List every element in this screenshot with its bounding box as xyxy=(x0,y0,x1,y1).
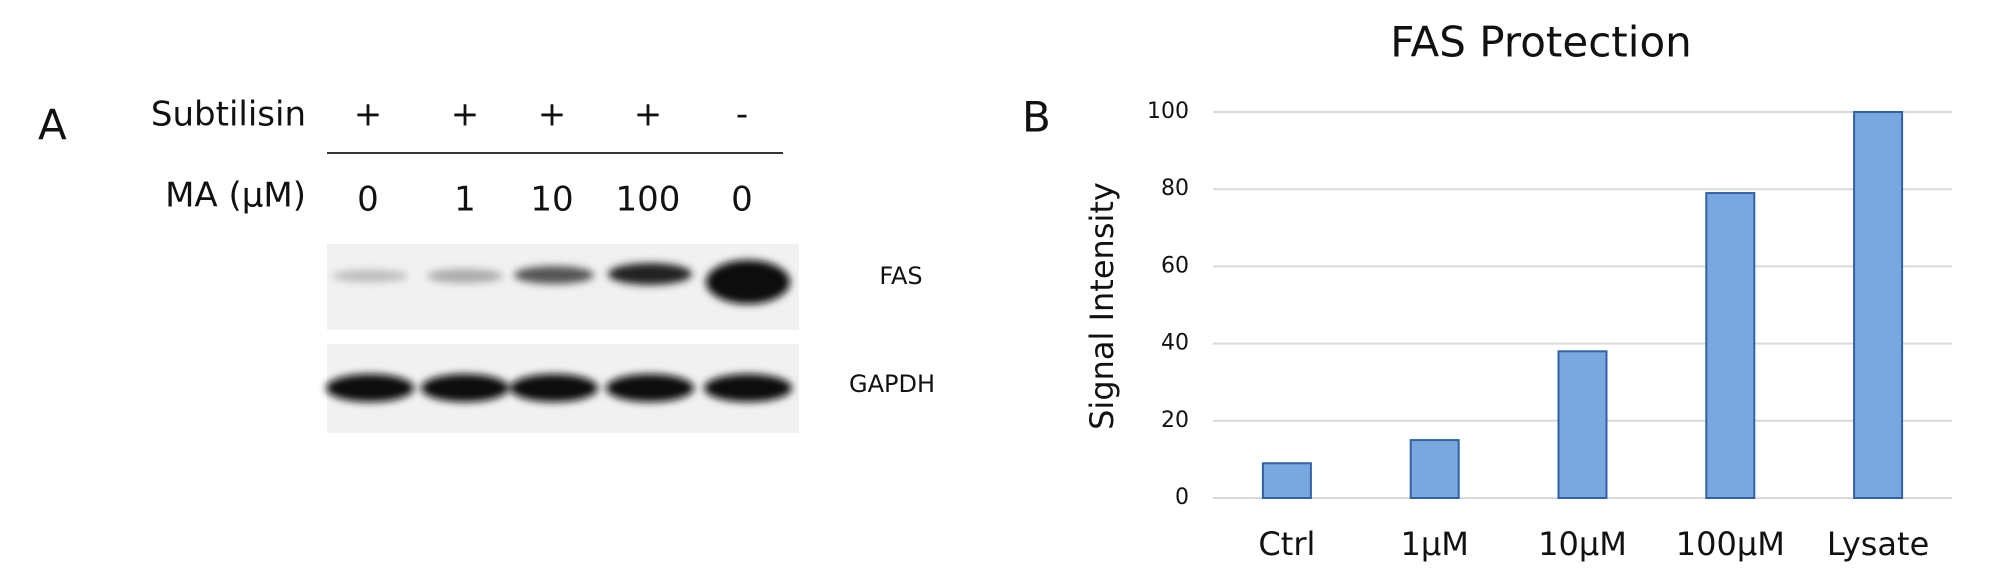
bar xyxy=(1705,192,1756,499)
y-tick-label: 40 xyxy=(1161,331,1189,356)
x-tick-label: 100μM xyxy=(1676,525,1785,563)
cell: 1 xyxy=(454,180,476,220)
chart-title: FAS Protection xyxy=(1390,18,1692,67)
bar xyxy=(1261,462,1312,500)
panel-label: A xyxy=(38,101,67,150)
bar xyxy=(1409,439,1460,500)
panel-b: B FAS Protection Signal Intensity 0 20 40 6… xyxy=(1022,18,1952,563)
cell: 0 xyxy=(357,180,379,220)
gapdh-bands xyxy=(326,374,792,402)
cell: + xyxy=(354,95,383,135)
bar xyxy=(1853,111,1904,499)
y-tick-label: 20 xyxy=(1161,408,1189,433)
row-label: Subtilisin xyxy=(151,95,306,135)
y-axis-label: Signal Intensity xyxy=(1083,182,1121,430)
cell: + xyxy=(634,95,663,135)
x-tick-label: 1μM xyxy=(1401,525,1469,563)
blot-label: GAPDH xyxy=(849,370,935,398)
y-tick-label: 60 xyxy=(1161,253,1189,278)
cell: + xyxy=(451,95,480,135)
bar xyxy=(1557,350,1608,499)
fas-bands xyxy=(332,260,790,304)
cell: 0 xyxy=(731,180,753,220)
row-label: MA (μM) xyxy=(165,176,306,216)
y-tick-label: 100 xyxy=(1147,99,1189,124)
blot-label: FAS xyxy=(879,262,922,290)
panel-a: A Subtilisin + + + + - MA (μM) 0 1 10 10… xyxy=(38,95,935,433)
panel-label: B xyxy=(1022,93,1051,142)
cell: 10 xyxy=(530,180,573,220)
y-tick-label: 80 xyxy=(1161,176,1189,201)
cell: 100 xyxy=(616,180,681,220)
x-tick-label: Ctrl xyxy=(1258,525,1315,563)
cell: - xyxy=(736,95,748,135)
x-tick-label: 10μM xyxy=(1538,525,1627,563)
cell: + xyxy=(538,95,567,135)
x-tick-label: Lysate xyxy=(1827,525,1929,563)
y-tick-label: 0 xyxy=(1175,485,1189,510)
